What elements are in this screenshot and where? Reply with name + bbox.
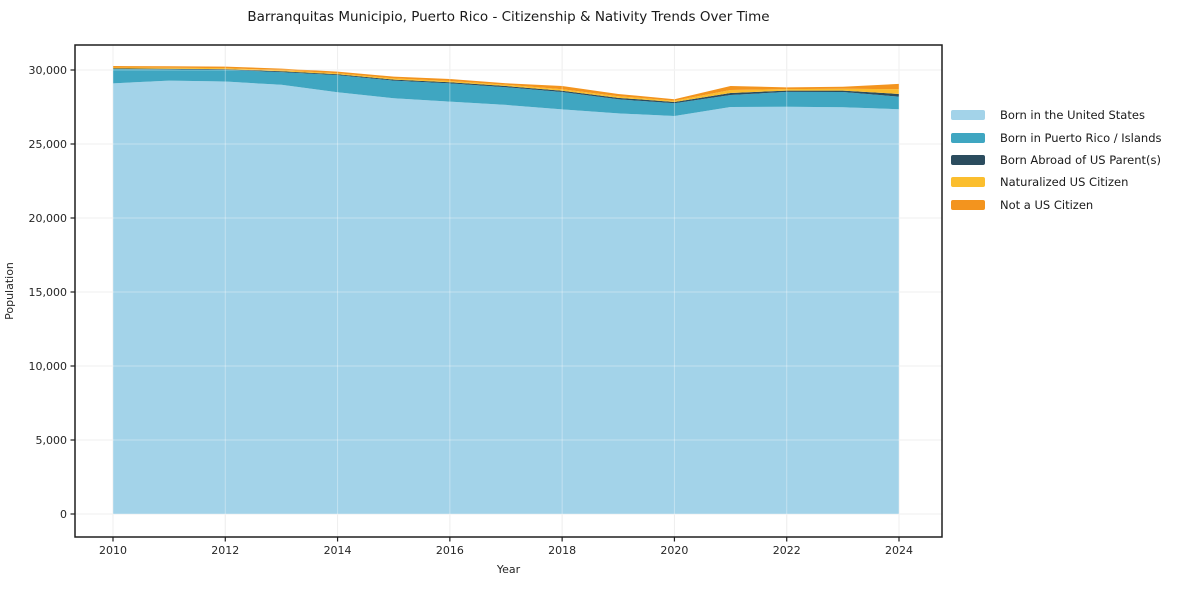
x-tick-label: 2024 [885, 544, 913, 557]
x-tick-label: 2020 [660, 544, 688, 557]
x-tick-label: 2016 [436, 544, 464, 557]
x-axis-label: Year [496, 563, 521, 576]
x-tick-label: 2010 [99, 544, 127, 557]
y-tick-label: 10,000 [29, 360, 68, 373]
legend-swatch [951, 177, 985, 188]
x-tick-label: 2012 [211, 544, 239, 557]
legend-swatch [951, 132, 985, 143]
y-tick-label: 20,000 [29, 212, 68, 225]
legend-item: Naturalized US Citizen [951, 171, 1162, 193]
legend-swatch [951, 110, 985, 121]
area-series [113, 80, 899, 514]
plot-border [74, 44, 943, 538]
y-axis-label: Population [3, 262, 16, 320]
y-tick-label: 5,000 [36, 434, 68, 447]
legend-item: Born in Puerto Rico / Islands [951, 126, 1162, 148]
x-tick-label: 2022 [773, 544, 801, 557]
y-tick-label: 15,000 [29, 286, 68, 299]
y-tick-label: 25,000 [29, 138, 68, 151]
x-tick-label: 2014 [324, 544, 352, 557]
legend-item: Not a US Citizen [951, 194, 1162, 216]
legend-item: Born in the United States [951, 104, 1162, 126]
legend-label: Naturalized US Citizen [1000, 175, 1129, 190]
legend-label: Born Abroad of US Parent(s) [1000, 152, 1161, 167]
y-tick-label: 30,000 [29, 64, 68, 77]
legend-label: Born in Puerto Rico / Islands [1000, 130, 1162, 145]
legend-swatch [951, 154, 985, 165]
legend: Born in the United States Born in Puerto … [951, 104, 1162, 216]
legend-swatch [951, 199, 985, 210]
chart-title: Barranquitas Municipio, Puerto Rico - Ci… [247, 9, 770, 25]
legend-item: Born Abroad of US Parent(s) [951, 149, 1162, 171]
x-tick-label: 2018 [548, 544, 576, 557]
area-series [113, 66, 899, 101]
y-tick-label: 0 [60, 508, 67, 521]
legend-label: Not a US Citizen [1000, 197, 1094, 212]
legend-label: Born in the United States [1000, 108, 1145, 123]
area-series [113, 68, 899, 117]
